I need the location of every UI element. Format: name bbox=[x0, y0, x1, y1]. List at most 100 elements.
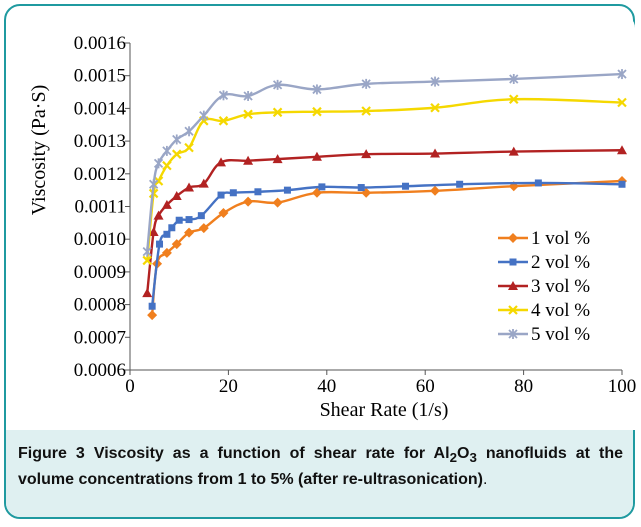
data-point bbox=[153, 158, 164, 169]
x-tick-label: 40 bbox=[317, 376, 336, 397]
data-point bbox=[243, 196, 254, 207]
data-point bbox=[311, 151, 322, 161]
data-point bbox=[243, 90, 253, 101]
data-point bbox=[430, 185, 441, 196]
data-point bbox=[142, 288, 153, 298]
series-4-vol bbox=[142, 94, 627, 266]
y-tick-label: 0.0012 bbox=[74, 164, 126, 185]
y-tick-label: 0.0014 bbox=[74, 98, 127, 119]
data-point bbox=[161, 199, 172, 209]
data-point bbox=[243, 109, 253, 120]
legend-item: 1 vol % bbox=[498, 228, 590, 249]
data-point bbox=[272, 154, 283, 164]
figure-label: Figure 3 bbox=[18, 445, 85, 462]
data-point bbox=[402, 182, 410, 190]
caption-part-5: nanofluids at the volume concentrations … bbox=[18, 445, 624, 489]
marker-stroke bbox=[243, 109, 253, 120]
data-point bbox=[153, 210, 164, 220]
legend-label: 2 vol % bbox=[531, 252, 590, 273]
data-point bbox=[534, 179, 542, 187]
caption-band bbox=[6, 430, 633, 517]
data-point bbox=[430, 76, 440, 87]
y-tick-label: 0.0008 bbox=[74, 295, 126, 316]
data-point bbox=[361, 78, 371, 89]
data-point bbox=[199, 110, 209, 121]
data-point bbox=[508, 94, 519, 105]
y-tick-label: 0.0010 bbox=[74, 229, 126, 250]
data-point bbox=[171, 191, 182, 201]
marker-stroke bbox=[218, 116, 229, 126]
caption-tail: . bbox=[482, 471, 488, 489]
data-point bbox=[430, 148, 441, 158]
data-point bbox=[198, 178, 209, 188]
caption-sub-3: 3 bbox=[469, 450, 477, 466]
x-tick-label: 0 bbox=[125, 376, 135, 397]
series-3-vol bbox=[142, 145, 627, 298]
data-point bbox=[617, 145, 627, 155]
y-tick-label: 0.0011 bbox=[74, 197, 126, 218]
y-axis-title: Viscosity (Pa·S) bbox=[28, 85, 50, 215]
data-point bbox=[148, 227, 159, 237]
data-point bbox=[161, 247, 172, 258]
legend-item: 4 vol % bbox=[498, 300, 590, 321]
legend-item: 5 vol % bbox=[498, 324, 590, 345]
data-point bbox=[218, 116, 229, 126]
y-tick-label: 0.0013 bbox=[74, 131, 126, 152]
data-point bbox=[163, 230, 171, 238]
data-point bbox=[430, 102, 440, 113]
data-point bbox=[184, 227, 195, 238]
marker-stroke bbox=[171, 149, 182, 159]
figure-caption-text: Viscosity as a function of shear rate fo… bbox=[18, 445, 623, 488]
data-point bbox=[361, 106, 371, 116]
legend-label: 4 vol % bbox=[531, 300, 590, 321]
marker-stroke bbox=[142, 255, 152, 266]
data-point bbox=[229, 189, 237, 197]
marker-stroke bbox=[184, 142, 194, 153]
data-point bbox=[618, 180, 626, 188]
chart-axes: 0.0006 0.0007 0.0008 0.0009 0.0010 0.0011 0.00… bbox=[74, 33, 637, 397]
data-point bbox=[156, 240, 164, 248]
data-point bbox=[283, 186, 291, 194]
x-tick-label: 80 bbox=[514, 376, 533, 397]
data-point bbox=[168, 224, 176, 232]
data-point bbox=[218, 208, 229, 219]
data-point bbox=[147, 310, 158, 321]
legend-label: 3 vol % bbox=[531, 276, 590, 297]
marker-stroke bbox=[162, 160, 172, 171]
y-tick-label: 0.0009 bbox=[74, 262, 126, 283]
data-point bbox=[243, 155, 254, 165]
data-point bbox=[357, 184, 365, 192]
x-axis-title: Shear Rate (1/s) bbox=[320, 399, 449, 421]
data-point bbox=[142, 246, 152, 257]
data-point bbox=[617, 69, 627, 80]
y-tick-label: 0.0006 bbox=[74, 360, 126, 381]
legend-swatch-marker bbox=[508, 305, 518, 315]
data-point bbox=[508, 146, 519, 156]
data-point bbox=[184, 142, 194, 153]
caption-sub-2: 2 bbox=[449, 450, 457, 466]
data-point bbox=[198, 223, 209, 234]
data-point bbox=[171, 239, 182, 250]
x-tick-label: 60 bbox=[416, 376, 435, 397]
series-5-vol bbox=[142, 69, 627, 257]
marker-stroke bbox=[617, 97, 627, 108]
marker-stroke bbox=[272, 107, 283, 118]
data-point bbox=[172, 134, 182, 145]
data-point bbox=[456, 180, 464, 188]
data-point bbox=[218, 90, 229, 101]
data-point bbox=[254, 188, 262, 196]
legend-swatch-marker bbox=[508, 281, 518, 290]
marker-stroke bbox=[430, 102, 440, 113]
figure-caption: Figure 3 Viscosity as a function of shea… bbox=[18, 443, 623, 491]
data-point bbox=[272, 107, 283, 118]
data-point bbox=[617, 97, 627, 108]
data-point bbox=[312, 84, 322, 95]
data-point bbox=[184, 126, 194, 137]
plot-background bbox=[12, 14, 635, 430]
legend-swatch-marker bbox=[509, 258, 517, 266]
legend-item: 2 vol % bbox=[498, 252, 590, 273]
y-tick-label: 0.0007 bbox=[74, 327, 126, 348]
marker-stroke bbox=[508, 94, 519, 105]
series-2-vol bbox=[148, 179, 626, 310]
